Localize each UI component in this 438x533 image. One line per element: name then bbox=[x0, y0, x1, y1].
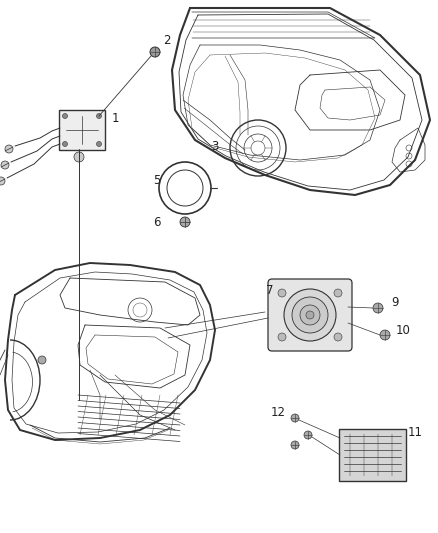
Circle shape bbox=[373, 303, 383, 313]
FancyBboxPatch shape bbox=[59, 110, 105, 150]
Circle shape bbox=[5, 145, 13, 153]
Text: 3: 3 bbox=[211, 141, 219, 154]
Text: 10: 10 bbox=[396, 324, 410, 336]
Circle shape bbox=[0, 177, 5, 185]
Circle shape bbox=[96, 114, 102, 118]
Text: 11: 11 bbox=[407, 425, 423, 439]
Circle shape bbox=[300, 305, 320, 325]
Circle shape bbox=[38, 356, 46, 364]
Circle shape bbox=[334, 333, 342, 341]
Circle shape bbox=[150, 47, 160, 57]
Text: 1: 1 bbox=[111, 111, 119, 125]
Circle shape bbox=[380, 330, 390, 340]
Text: 6: 6 bbox=[153, 215, 161, 229]
Circle shape bbox=[63, 141, 67, 147]
FancyBboxPatch shape bbox=[339, 429, 406, 481]
Circle shape bbox=[292, 297, 328, 333]
Circle shape bbox=[278, 333, 286, 341]
Circle shape bbox=[180, 217, 190, 227]
Text: 2: 2 bbox=[163, 34, 171, 46]
Text: 7: 7 bbox=[266, 284, 274, 296]
Circle shape bbox=[63, 114, 67, 118]
FancyBboxPatch shape bbox=[268, 279, 352, 351]
Circle shape bbox=[304, 431, 312, 439]
Text: 12: 12 bbox=[271, 407, 286, 419]
Circle shape bbox=[278, 289, 286, 297]
Circle shape bbox=[291, 414, 299, 422]
Circle shape bbox=[74, 152, 84, 162]
Circle shape bbox=[284, 289, 336, 341]
Circle shape bbox=[306, 311, 314, 319]
Circle shape bbox=[291, 441, 299, 449]
Text: 9: 9 bbox=[391, 295, 399, 309]
Circle shape bbox=[334, 289, 342, 297]
Circle shape bbox=[1, 161, 9, 169]
Circle shape bbox=[96, 141, 102, 147]
Text: 5: 5 bbox=[153, 174, 161, 187]
